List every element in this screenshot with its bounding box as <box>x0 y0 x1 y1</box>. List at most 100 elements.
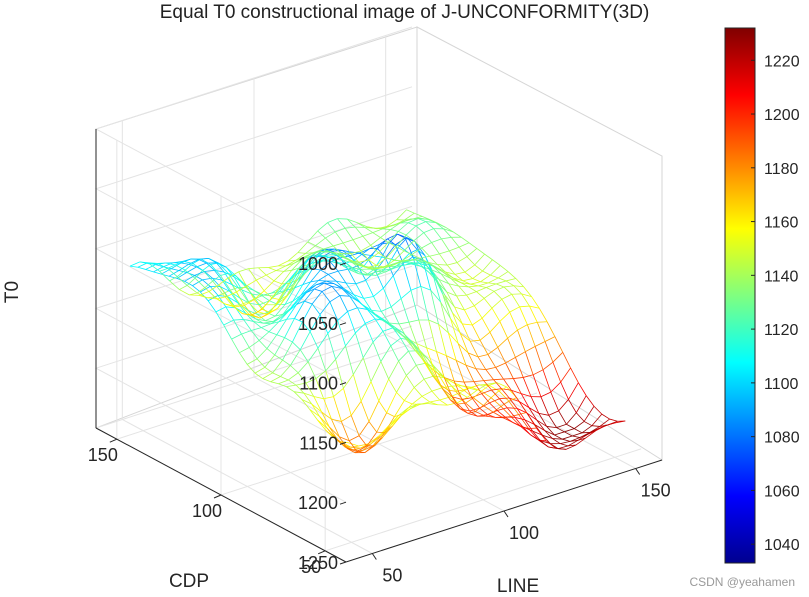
mesh-segment <box>276 319 288 335</box>
mesh-segment <box>390 222 401 230</box>
mesh-segment <box>470 339 481 342</box>
mesh-segment <box>266 348 276 356</box>
mesh-segment <box>194 277 206 288</box>
mesh-segment <box>487 346 498 355</box>
mesh-segment <box>291 259 302 271</box>
mesh-segment <box>396 209 407 220</box>
mesh-segment <box>286 304 297 320</box>
mesh-segment <box>446 264 456 275</box>
mesh-segment <box>293 274 304 285</box>
mesh-segment <box>383 275 394 289</box>
mesh-segment <box>355 279 366 285</box>
mesh-segment <box>366 226 377 230</box>
mesh-segment <box>497 337 508 348</box>
mesh-segment <box>471 324 481 341</box>
mesh-segment <box>237 302 246 314</box>
mesh-segment <box>186 277 196 286</box>
mesh-segment <box>413 262 422 267</box>
mesh-segment <box>437 264 446 273</box>
mesh-segment <box>425 261 434 267</box>
mesh-segment <box>444 294 453 314</box>
mesh-segment <box>343 288 354 296</box>
mesh-segment <box>489 402 498 411</box>
mesh-segment <box>467 352 477 369</box>
mesh-segment <box>388 242 397 248</box>
mesh-segment <box>189 294 200 296</box>
mesh-segment <box>454 271 465 275</box>
mesh-segment <box>415 225 425 233</box>
mesh-segment <box>505 357 516 364</box>
mesh-segment <box>247 309 258 315</box>
mesh-segment <box>373 296 382 312</box>
mesh-segment <box>323 245 334 250</box>
mesh-segment <box>292 284 304 302</box>
mesh-segment <box>496 382 507 388</box>
mesh-segment <box>283 263 295 272</box>
mesh-segment <box>255 297 266 306</box>
mesh-segment <box>354 332 364 358</box>
mesh-segment <box>301 303 313 323</box>
mesh-segment <box>319 416 330 428</box>
mesh-segment <box>188 263 197 268</box>
mesh-segment <box>453 231 462 238</box>
mesh-segment <box>298 289 309 301</box>
mesh-segment <box>278 318 287 323</box>
mesh-segment <box>305 252 314 254</box>
mesh-segment <box>253 290 264 296</box>
mesh-segment <box>335 280 345 289</box>
mesh-segment <box>407 222 417 227</box>
mesh-segment <box>528 407 540 414</box>
mesh-segment <box>331 419 340 437</box>
mesh-segment <box>273 271 285 282</box>
mesh-segment <box>501 298 511 313</box>
mesh-segment <box>530 396 540 414</box>
mesh-segment <box>459 408 470 412</box>
mesh-segment <box>153 271 162 275</box>
mesh-segment <box>427 261 436 268</box>
mesh-segment <box>327 320 339 334</box>
mesh-segment <box>314 282 325 290</box>
mesh-segment <box>441 385 452 389</box>
mesh-segment <box>268 331 277 336</box>
mesh-segment <box>585 430 596 439</box>
mesh-segment <box>380 311 390 324</box>
mesh-segment <box>342 242 352 254</box>
mesh-segment <box>480 281 489 284</box>
mesh-segment <box>439 399 448 406</box>
mesh-segment <box>565 444 577 450</box>
colorbar-tick-label: 1120 <box>764 322 799 339</box>
mesh-segment <box>394 244 404 264</box>
mesh-segment <box>250 330 260 341</box>
mesh-segment <box>178 270 187 273</box>
mesh-segment <box>271 297 280 301</box>
mesh-segment <box>540 440 549 448</box>
mesh-segment <box>526 412 538 421</box>
mesh-segment <box>304 288 315 302</box>
mesh-segment <box>179 289 190 296</box>
mesh-segment <box>161 268 172 275</box>
mesh-segment <box>380 361 390 380</box>
mesh-segment <box>460 282 469 288</box>
mesh-segment <box>348 268 359 274</box>
mesh-segment <box>402 263 412 291</box>
mesh-segment <box>331 251 342 255</box>
mesh-segment <box>218 262 229 274</box>
mesh-segment <box>469 341 479 358</box>
mesh-segment <box>390 229 399 232</box>
mesh-segment <box>361 303 372 311</box>
mesh-segment <box>511 294 520 308</box>
mesh-segment <box>477 356 487 370</box>
mesh-segment <box>500 400 510 407</box>
mesh-segment <box>556 427 565 433</box>
mesh-segment <box>370 436 379 445</box>
mesh-segment <box>206 262 215 271</box>
mesh-segment <box>284 318 295 338</box>
mesh-segment <box>255 294 264 299</box>
mesh-segment <box>372 341 382 362</box>
mesh-segment <box>352 374 362 402</box>
mesh-segment <box>243 283 255 291</box>
mesh-segment <box>175 264 186 271</box>
mesh-segment <box>390 306 400 325</box>
mesh-segment <box>309 409 320 417</box>
mesh-segment <box>293 391 303 400</box>
